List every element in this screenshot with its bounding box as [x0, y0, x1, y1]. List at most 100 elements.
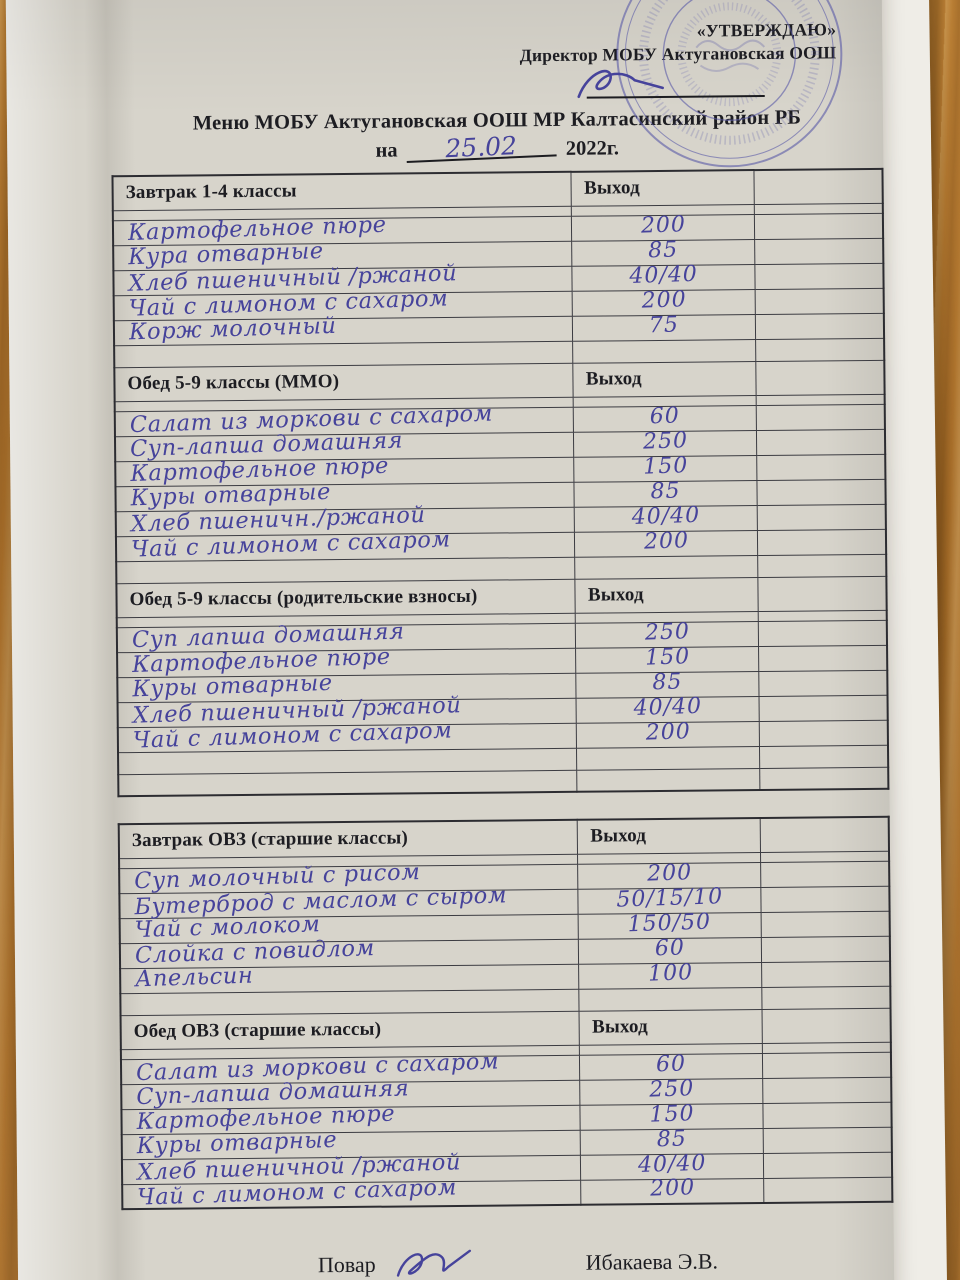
- table-cell: [755, 313, 885, 340]
- table-cell: [760, 816, 889, 853]
- section-header: Обед 5-9 классы (ММО): [114, 362, 574, 402]
- table-cell: [763, 1126, 892, 1154]
- portion-output-handwritten: 40/40: [633, 693, 703, 721]
- table-cell: [755, 338, 885, 362]
- portion-output-handwritten: 150: [644, 643, 691, 671]
- menu-document-page: «УТВЕРЖДАЮ» Директор МОБУ Актугановская …: [5, 0, 895, 1280]
- table-cell: [758, 694, 888, 722]
- dish-name-handwritten: Куры отварные: [132, 670, 334, 703]
- portion-output-handwritten: 150/50: [627, 909, 712, 937]
- table-cell: [757, 503, 886, 531]
- table-cell: [757, 528, 887, 556]
- date-year: 2022г.: [565, 137, 620, 161]
- table-cell: [761, 935, 891, 963]
- portion-output-handwritten: 150: [642, 452, 689, 480]
- table-cell: [763, 1176, 893, 1204]
- portion-output-handwritten: 85: [650, 478, 682, 505]
- table-cell: [756, 404, 885, 431]
- table-cell: [755, 360, 885, 396]
- table-cell: [754, 263, 884, 290]
- table-cell: [577, 768, 760, 792]
- dish-name-handwritten: Апельсин: [134, 962, 254, 993]
- table-cell: [755, 288, 884, 315]
- table-cell: 200: [581, 1175, 764, 1205]
- table-cell: [762, 1051, 892, 1079]
- section-header: Обед 5-9 классы (родительские взносы): [116, 578, 576, 618]
- table-cell: Чай с лимоном с сахаром: [122, 1174, 582, 1211]
- portion-output-handwritten: 200: [643, 527, 690, 555]
- director-signature-area: [7, 67, 765, 112]
- table-cell: [758, 619, 888, 647]
- dish-name-handwritten: Корж молочный: [128, 312, 337, 346]
- cook-signature-icon: [396, 1249, 471, 1277]
- portion-output-handwritten: 250: [644, 618, 690, 646]
- table-cell: [756, 479, 886, 506]
- table-cell: 75: [572, 312, 756, 341]
- output-column-header: Выход: [573, 361, 757, 397]
- table-cell: [759, 766, 889, 791]
- table-cell: [754, 238, 884, 265]
- menu-table-lower: Завтрак ОВЗ (старшие классы) Выход Суп мол…: [117, 815, 894, 1211]
- portion-output-handwritten: 85: [647, 237, 679, 264]
- menu-table-upper: Завтрак 1-4 классы Выход Картофельное пюре…: [111, 168, 890, 798]
- handwritten-date: 25.02: [406, 131, 558, 163]
- table-cell: 200: [576, 718, 760, 748]
- table-cell: [756, 429, 886, 456]
- table-cell: [760, 910, 890, 938]
- cook-role-label: Повар: [317, 1251, 376, 1278]
- table-cell: [573, 339, 756, 363]
- table-cell: [118, 769, 578, 797]
- portion-output-handwritten: 75: [648, 312, 680, 339]
- approval-block: «УТВЕРЖДАЮ» Директор МОБУ Актугановская …: [6, 18, 837, 72]
- portion-output-handwritten: 200: [646, 859, 693, 887]
- table-cell: [754, 213, 884, 240]
- output-column-header: Выход: [575, 577, 759, 613]
- section-header: Завтрак 1-4 классы: [112, 172, 572, 211]
- portion-output-handwritten: 85: [656, 1126, 688, 1153]
- table-cell: [761, 1007, 891, 1044]
- portion-output-handwritten: 40/40: [631, 502, 701, 530]
- portion-output-handwritten: 100: [647, 959, 694, 987]
- portion-output-handwritten: 250: [648, 1075, 695, 1103]
- portion-output-handwritten: 250: [642, 427, 689, 455]
- portion-output-handwritten: 200: [640, 211, 687, 239]
- table-cell: [762, 1101, 892, 1129]
- portion-output-handwritten: 200: [649, 1175, 696, 1203]
- title-date-line: на 25.02 2022г.: [111, 131, 883, 165]
- table-cell: [761, 985, 891, 1010]
- table-cell: [757, 553, 887, 578]
- portion-output-handwritten: 40/40: [629, 261, 699, 289]
- cook-name: Ибакаева Э.В.: [585, 1248, 719, 1275]
- table-cell: [575, 555, 758, 579]
- table-cell: [579, 987, 762, 1011]
- table-cell: [759, 744, 889, 769]
- section-header: Завтрак ОВЗ (старшие классы): [118, 819, 578, 859]
- menu-item-row: Чай с лимоном с сахаром 200: [122, 1174, 893, 1211]
- table-cell: [757, 575, 887, 612]
- portion-output-handwritten: 40/40: [637, 1150, 707, 1178]
- dish-name-handwritten: Кура отварные: [127, 238, 325, 271]
- portion-output-handwritten: 60: [649, 403, 681, 430]
- table-cell: [576, 746, 760, 770]
- document-title: Меню МОБУ Актугановская ООШ МР Калтасинс…: [111, 106, 883, 165]
- director-signature-icon: [577, 70, 664, 99]
- portion-output-handwritten: 60: [655, 1051, 687, 1078]
- portion-output-handwritten: 150: [648, 1100, 695, 1128]
- portion-output-handwritten: 50/15/10: [615, 883, 724, 913]
- table-cell: [761, 960, 891, 988]
- date-prefix: на: [375, 139, 398, 162]
- portion-output-handwritten: 60: [654, 935, 686, 962]
- portion-output-handwritten: 200: [645, 718, 691, 746]
- table-cell: [762, 1076, 892, 1104]
- dish-name-handwritten: Слойка с повидлом: [134, 935, 376, 969]
- portion-output-handwritten: 200: [640, 286, 687, 314]
- table-cell: [763, 1151, 893, 1179]
- portion-output-handwritten: 85: [652, 669, 683, 696]
- output-column-header: Выход: [579, 1009, 763, 1045]
- section-header: Обед ОВЗ (старшие классы): [120, 1010, 580, 1050]
- table-cell: [753, 169, 883, 205]
- table-cell: [760, 885, 890, 913]
- table-cell: [759, 719, 888, 747]
- output-column-header: Выход: [571, 170, 755, 206]
